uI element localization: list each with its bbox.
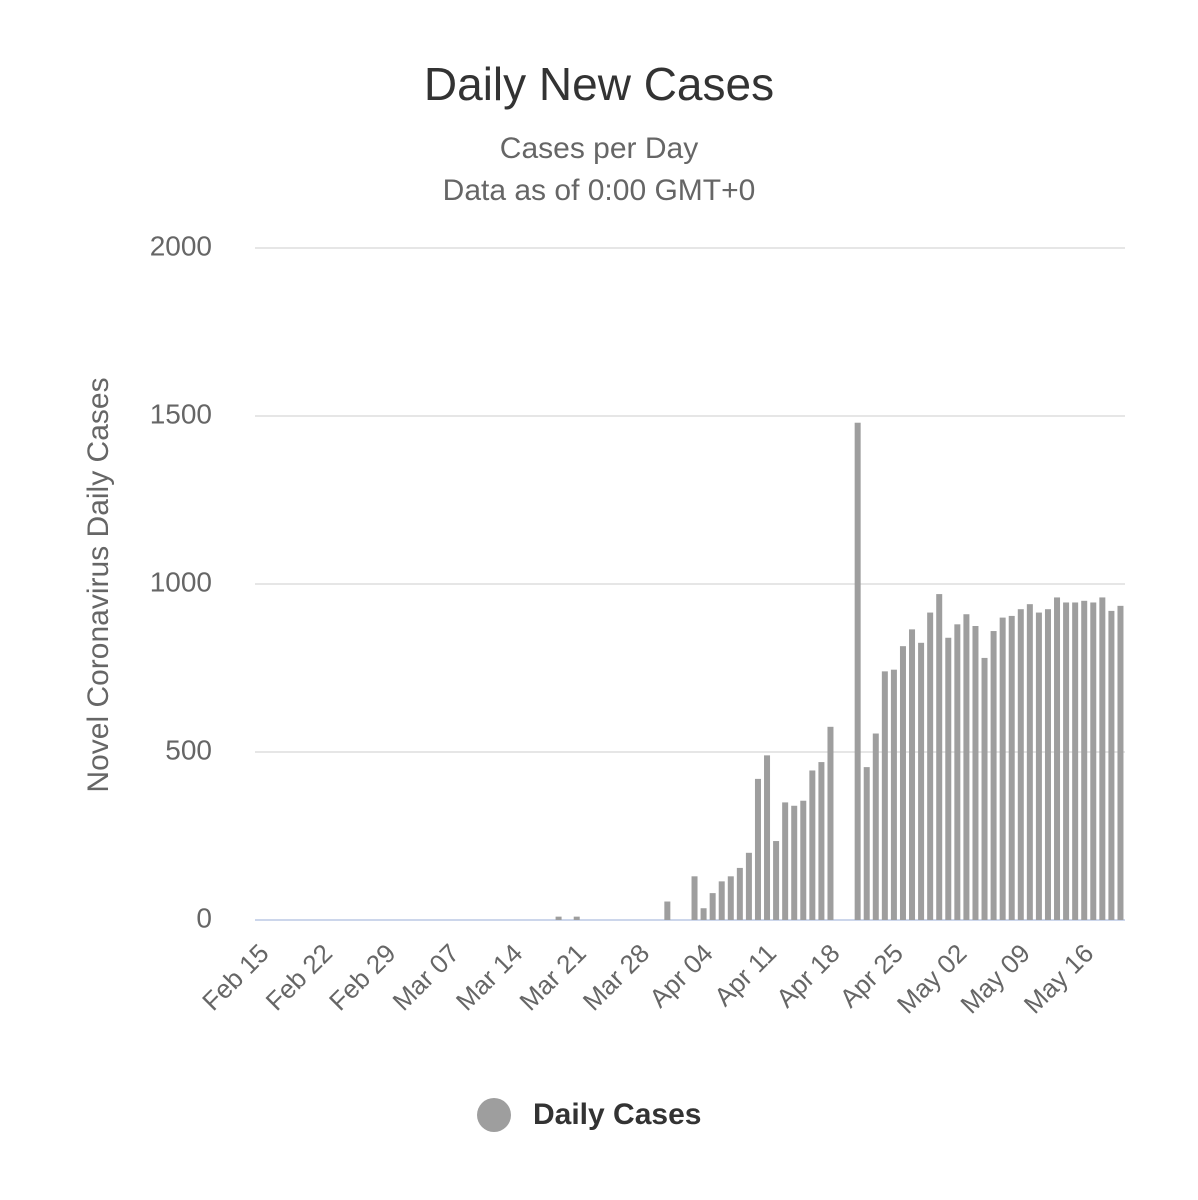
bar — [782, 802, 789, 920]
bar — [1054, 597, 1061, 920]
bar — [1108, 610, 1115, 920]
legend-marker — [477, 1098, 511, 1132]
bar — [945, 637, 952, 920]
chart-title: Daily New Cases — [424, 58, 774, 110]
y-tick-label: 1500 — [150, 398, 212, 429]
bar — [1017, 609, 1024, 920]
bar — [963, 614, 970, 920]
x-tick-label: Mar 14 — [450, 938, 528, 1016]
bar — [791, 805, 798, 920]
bar — [1090, 602, 1097, 920]
bar — [764, 755, 771, 920]
bar — [890, 669, 897, 920]
bar — [555, 916, 562, 920]
x-tick-label: May 16 — [1018, 938, 1100, 1020]
x-tick-label: Feb 22 — [260, 938, 338, 1016]
bar — [700, 908, 707, 920]
x-tick-label: Apr 04 — [643, 938, 718, 1013]
x-tick-label: Mar 21 — [513, 938, 591, 1016]
bar — [954, 624, 961, 920]
bar — [573, 916, 580, 920]
bar — [1035, 612, 1042, 920]
bar — [718, 881, 725, 920]
y-tick-label: 0 — [196, 902, 212, 933]
x-tick-label: May 02 — [891, 938, 973, 1020]
bar — [1026, 604, 1033, 920]
chart-subtitle: Data as of 0:00 GMT+0 — [443, 174, 756, 207]
y-tick-label: 2000 — [150, 230, 212, 261]
bar — [709, 893, 716, 920]
bar — [981, 657, 988, 920]
bar — [1008, 615, 1015, 920]
bar — [800, 800, 807, 920]
bar — [899, 646, 906, 920]
bar — [809, 770, 816, 920]
bar — [999, 617, 1006, 920]
x-tick-label: Feb 15 — [196, 938, 274, 1016]
y-tick-label: 500 — [165, 734, 212, 765]
bar — [927, 612, 934, 920]
bar — [754, 778, 761, 920]
bar — [936, 594, 943, 920]
bar — [773, 841, 780, 920]
bar — [918, 642, 925, 920]
bar — [1063, 602, 1070, 920]
bar — [736, 867, 743, 920]
bar — [664, 901, 671, 920]
bar — [872, 733, 879, 920]
bar — [1044, 609, 1051, 920]
bar — [1072, 602, 1079, 920]
bar — [727, 876, 734, 920]
bar — [909, 629, 916, 920]
bar — [1099, 597, 1106, 920]
y-tick-label: 1000 — [150, 566, 212, 597]
bar — [1081, 600, 1088, 920]
chart-subtitle: Cases per Day — [500, 132, 698, 165]
bar — [818, 762, 825, 920]
y-axis-title: Novel Coronavirus Daily Cases — [82, 377, 115, 792]
x-tick-label: Mar 28 — [577, 938, 655, 1016]
bar — [1117, 605, 1124, 920]
x-tick-label: Feb 29 — [323, 938, 401, 1016]
bar — [990, 631, 997, 920]
bar — [854, 422, 861, 920]
x-tick-label: Apr 11 — [708, 938, 782, 1012]
bar — [863, 767, 870, 920]
bar — [881, 671, 888, 920]
x-tick-label: Apr 18 — [770, 938, 845, 1013]
bar — [972, 626, 979, 920]
bar — [691, 876, 698, 920]
legend-label: Daily Cases — [533, 1098, 701, 1131]
bar — [827, 726, 834, 920]
x-tick-label: Mar 07 — [387, 938, 465, 1016]
bar — [745, 852, 752, 920]
x-tick-label: May 09 — [954, 938, 1036, 1020]
